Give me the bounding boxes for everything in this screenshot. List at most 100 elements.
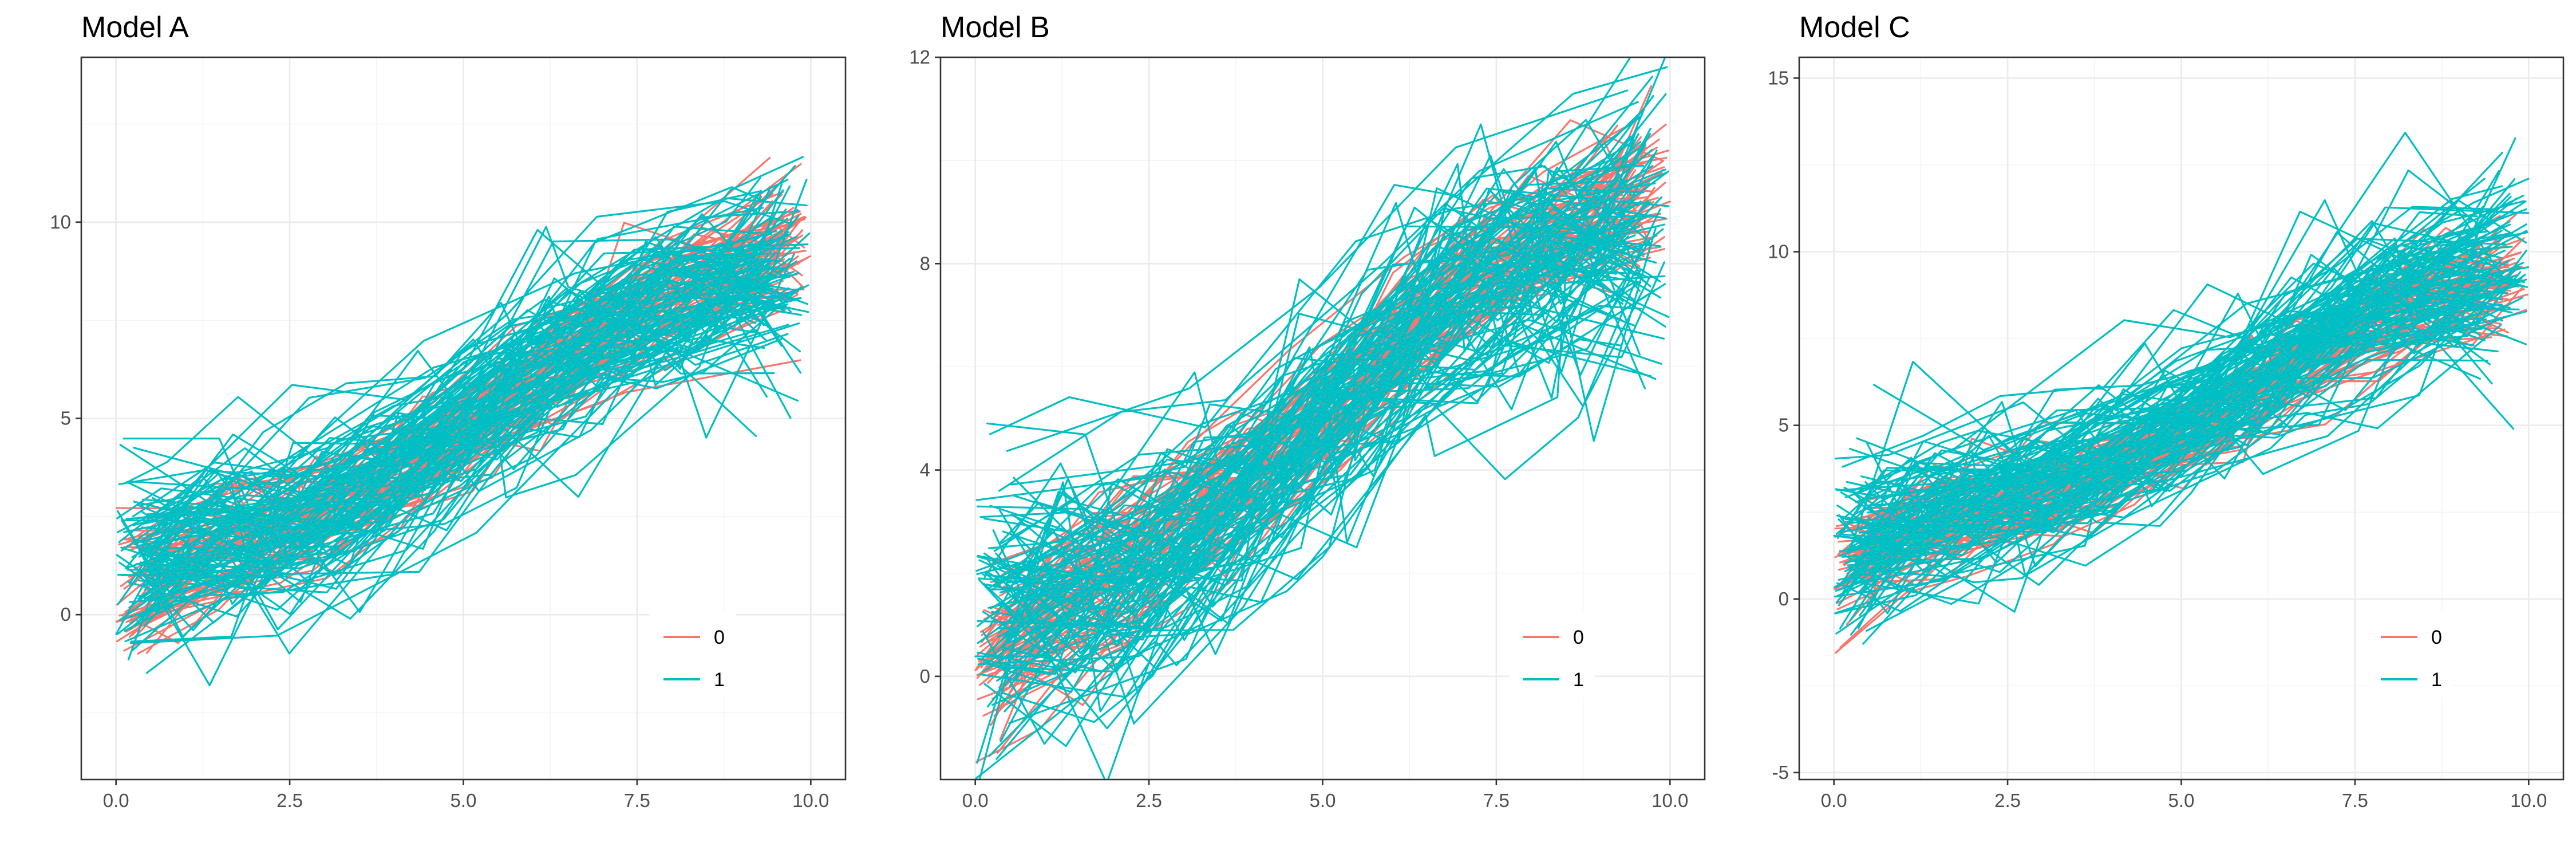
trajectory-line [1837,237,2506,540]
trajectory-line [134,253,775,546]
trajectory-line [125,200,792,569]
legend: 01 [650,612,736,698]
panel-title: Model A [81,11,189,44]
trajectory-line [1838,266,2530,571]
trajectory-line [153,229,783,567]
legend-label: 1 [714,669,725,691]
trajectory-line [1009,119,1633,648]
trajectory-line [1848,286,2513,553]
trajectory-line [986,180,1630,664]
trajectory-line [1867,246,2487,568]
legend: 01 [2367,612,2453,698]
trajectory-line [154,280,769,581]
trajectories [1833,132,2530,654]
y-tick-label: 0 [61,604,71,625]
trajectory-line [992,238,1670,581]
trajectory-line [1013,281,1635,598]
trajectory-line [995,234,1650,682]
trajectory-line [983,57,1666,587]
y-tick-label: 5 [61,408,71,429]
trajectory-line [140,266,771,587]
trajectory-line [147,227,770,578]
trajectories [115,156,811,687]
trajectory-line [141,262,762,542]
trajectory-line [1013,66,1668,608]
trajectory-line [996,231,1637,675]
trajectory-line [1848,253,2478,554]
trajectory-line [1856,310,2527,562]
trajectory-line [1836,278,2523,491]
series-1 [1833,132,2530,645]
trajectory-line [983,202,1661,652]
y-tick-label: 10 [50,211,71,233]
trajectory-line [137,207,764,600]
trajectory-line [1015,191,1652,570]
x-tick-label: 2.5 [1994,790,2021,811]
trajectory-line [139,252,780,554]
trajectory-line [119,195,762,504]
trajectory-line [1842,249,2491,594]
trajectory-line [1849,258,2489,615]
legend-label: 0 [1573,627,1584,648]
trajectory-line [116,216,772,533]
y-tick-label: 8 [920,253,930,274]
trajectory-line [983,209,1633,614]
trajectory-line [998,238,1662,545]
trajectory-line [1836,259,2483,612]
panel-title: Model C [1799,11,1910,44]
trajectory-line [974,269,1641,658]
trajectory-line [125,165,796,569]
legend-background [2367,612,2453,698]
legend-label: 1 [2431,669,2442,691]
trajectory-line [978,239,1621,695]
panel-title: Model B [941,11,1050,44]
y-tick-label: 10 [1768,241,1789,262]
x-tick-label: 7.5 [624,790,650,811]
trajectory-line [137,178,808,512]
trajectory-line [128,179,789,585]
trajectory-line [1866,199,2527,536]
trajectory-line [1839,263,2481,557]
trajectory-line [148,273,777,570]
legend-label: 0 [2431,627,2442,648]
trajectory-line [977,234,1636,589]
x-tick-label: 7.5 [1483,790,1510,811]
trajectory-line [982,188,1631,612]
trajectory-line [1005,201,1649,584]
trajectory-line [976,203,1616,670]
trajectory-line [144,297,802,655]
trajectory-line [1870,152,2503,509]
trajectory-line [123,272,773,533]
trajectory-line [1005,141,1642,610]
trajectory-line [997,233,1657,639]
trajectory-line [988,283,1666,757]
x-tick-label: 5.0 [2168,790,2195,811]
trajectory-line [987,202,1626,591]
legend: 01 [1509,612,1595,698]
legend-background [1509,612,1595,698]
trajectory-line [125,258,773,520]
y-tick-label: 0 [920,666,930,687]
legend-label: 0 [714,627,725,648]
trajectory-line [1834,275,2516,598]
x-tick-label: 0.0 [1821,790,1847,811]
series-1 [115,156,811,687]
trajectory-line [118,267,783,569]
trajectory-line [1838,222,2476,534]
trajectory-line [1835,199,2478,460]
trajectory-line [989,168,1624,628]
y-tick-label: -5 [1772,762,1789,783]
x-tick-label: 5.0 [1310,790,1336,811]
trajectories [974,57,1671,780]
trajectory-line [998,101,1639,492]
x-tick-label: 7.5 [2342,790,2368,811]
y-tick-label: 4 [920,459,930,481]
x-tick-label: 2.5 [1136,790,1162,811]
trajectory-line [140,322,800,611]
trajectory-line [1863,230,2528,557]
trajectory-line [1854,208,2527,561]
